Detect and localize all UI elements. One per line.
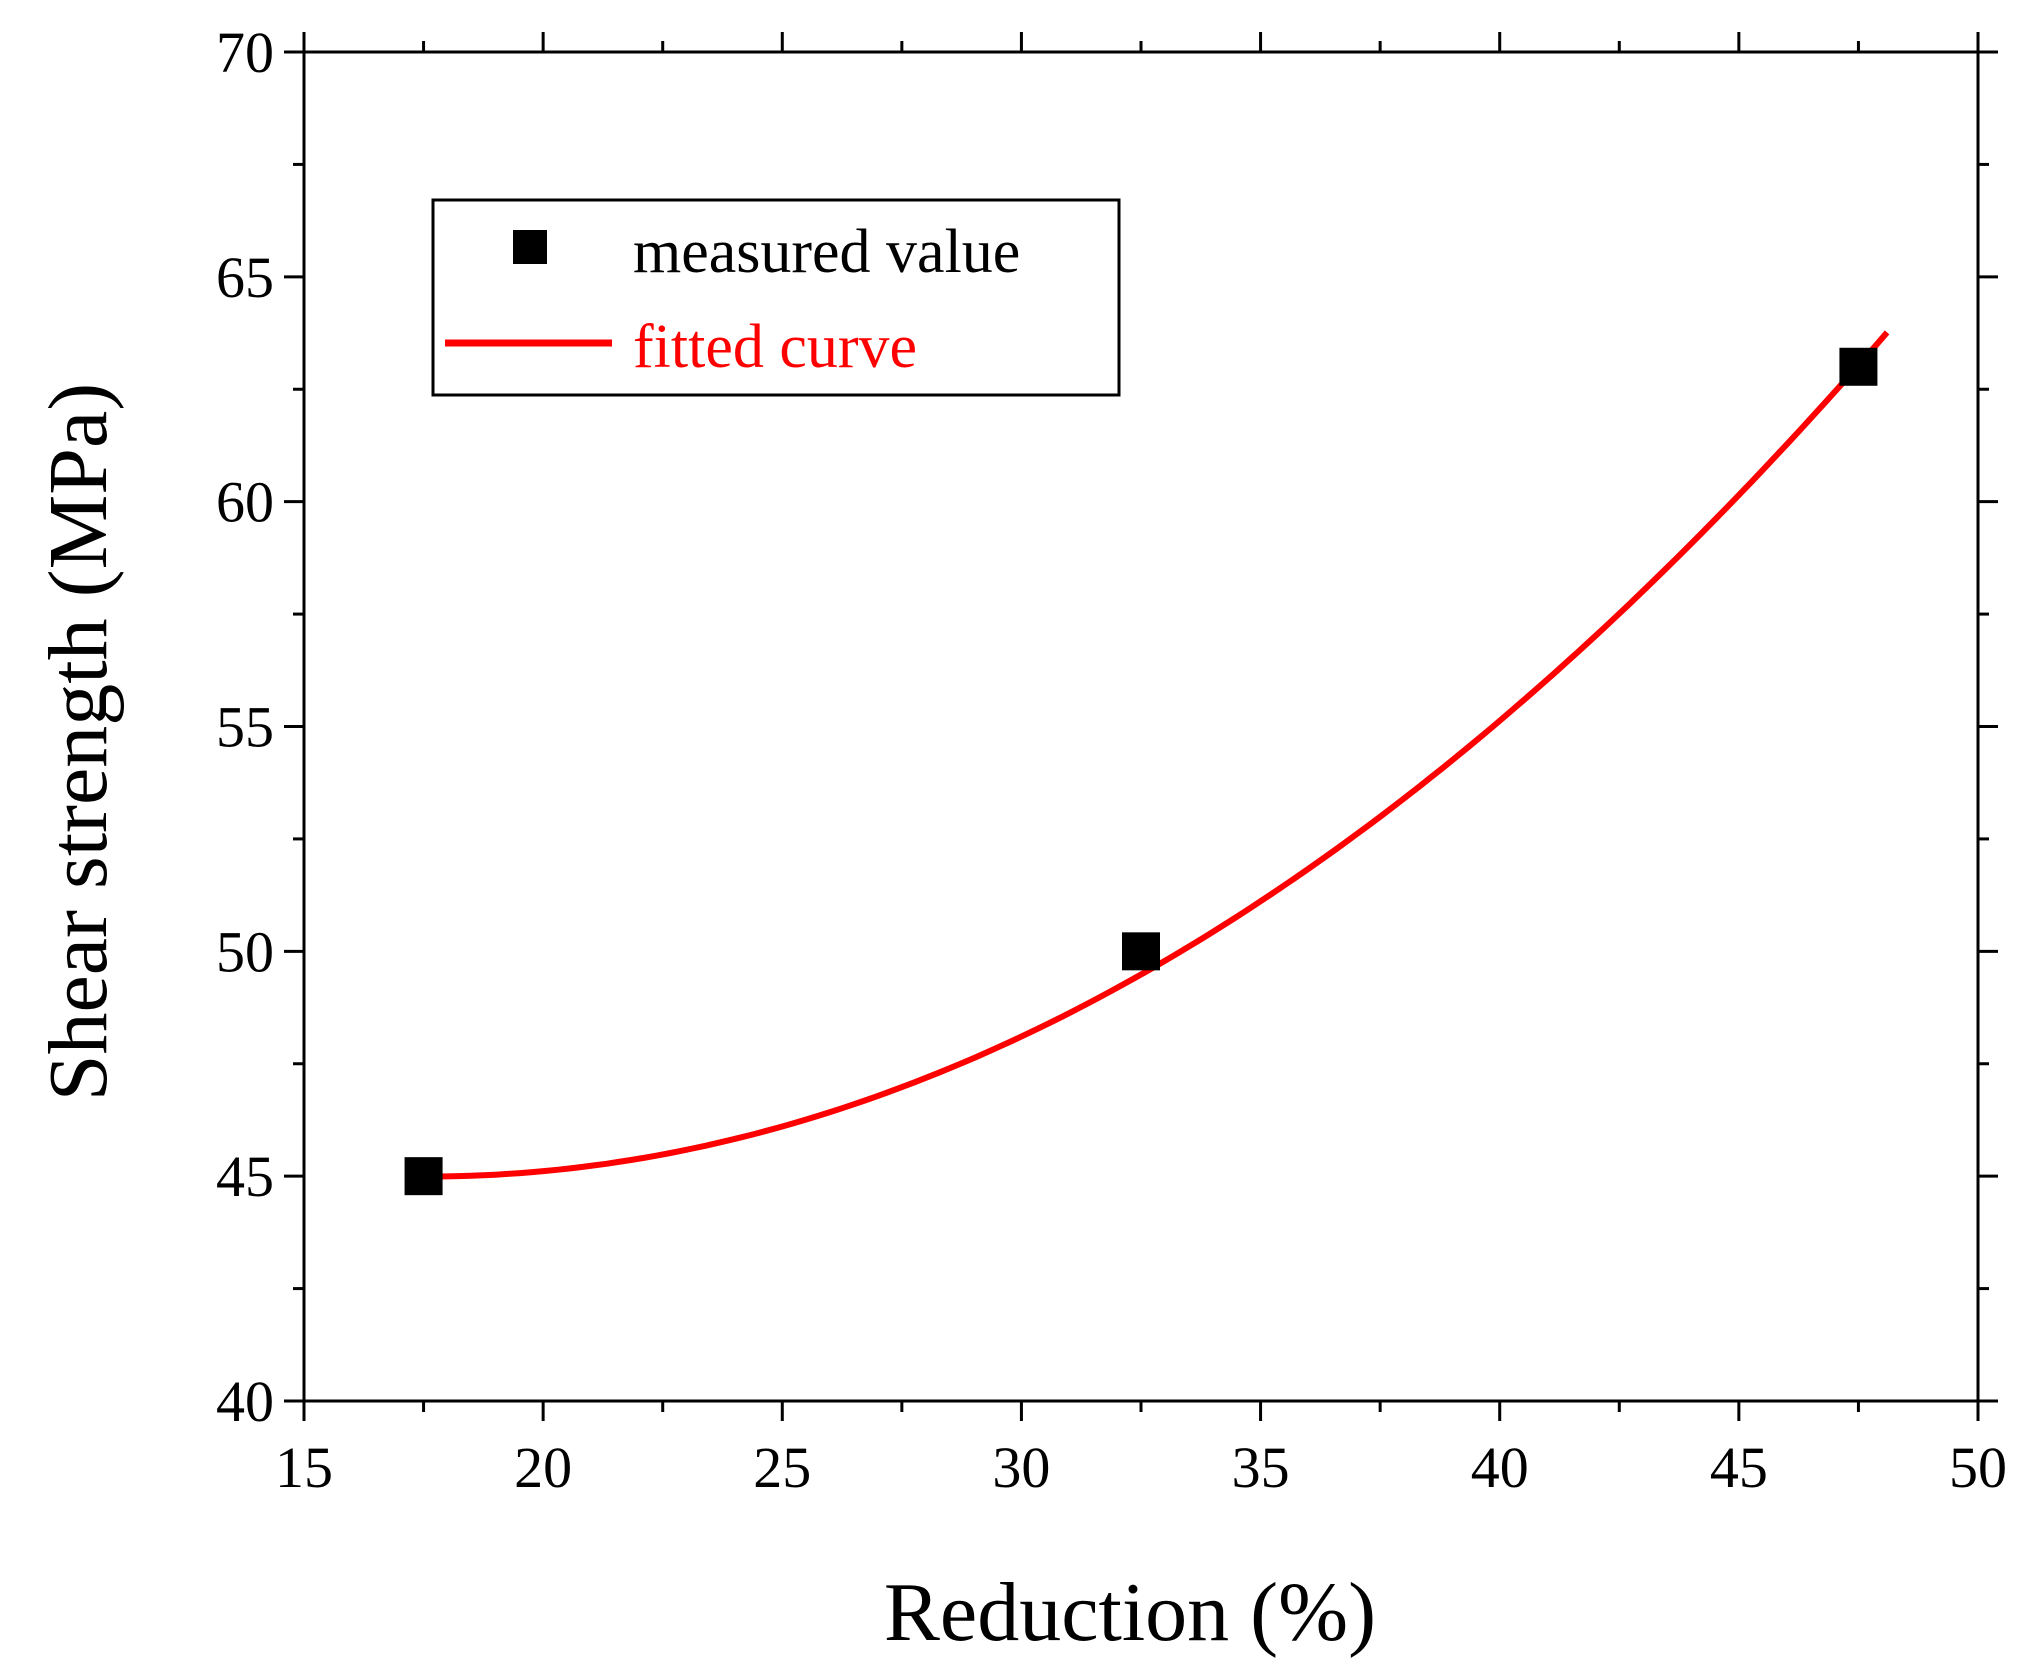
y-tick-label: 55 (216, 695, 274, 760)
y-tick-label: 40 (216, 1369, 274, 1434)
x-tick-label: 35 (1232, 1435, 1290, 1500)
legend-box (431, 198, 1121, 397)
x-tick-label: 40 (1471, 1435, 1529, 1500)
fitted-curve-line (409, 330, 1890, 1180)
legend-label-fitted: fitted curve (633, 313, 917, 381)
y-tick-label: 65 (216, 245, 274, 310)
y-tick-label: 70 (216, 20, 274, 85)
x-tick-label: 50 (1949, 1435, 2007, 1500)
y-tick-label: 60 (216, 470, 274, 535)
data-point-measured (1122, 932, 1160, 971)
x-tick-label: 20 (514, 1435, 572, 1500)
x-tick-label: 25 (753, 1435, 811, 1500)
x-tick-label: 15 (275, 1435, 333, 1500)
data-point-measured (404, 1157, 443, 1196)
x-axis-title: Reduction (%) (884, 1566, 1376, 1659)
data-point-measured (1839, 347, 1878, 386)
y-axis-title: Shear strength (MPa) (32, 383, 125, 1102)
legend: measured value fitted curve (431, 198, 1121, 397)
legend-label-measured: measured value (633, 218, 1020, 286)
y-tick-label: 50 (216, 919, 274, 984)
legend-marker-measured (513, 230, 547, 264)
fitted-curve-layer (409, 330, 1890, 1180)
y-tick-label: 45 (216, 1144, 274, 1209)
x-tick-label: 45 (1710, 1435, 1768, 1500)
y-axis-ticks: 40 45 50 55 60 65 70 (216, 20, 1998, 1434)
x-axis-ticks: 15 20 25 30 35 40 45 50 (275, 32, 2007, 1500)
data-points-layer (404, 347, 1878, 1196)
x-tick-label: 30 (992, 1435, 1050, 1500)
